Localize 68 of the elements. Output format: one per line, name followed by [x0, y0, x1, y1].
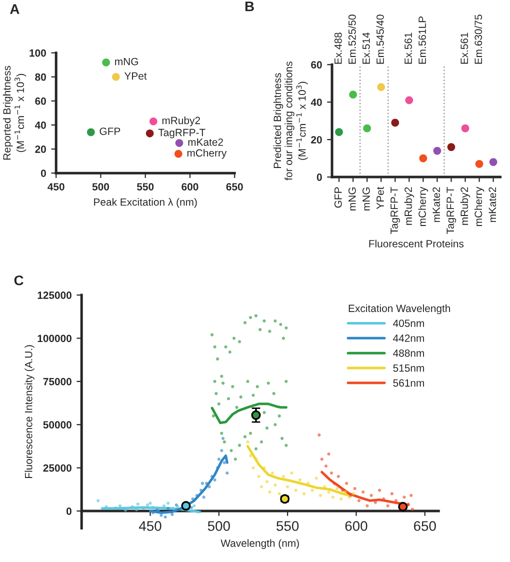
x-tick-label: 600: [182, 183, 198, 190]
legend-label: 561nm: [393, 379, 424, 387]
y-tick-label: 20: [311, 136, 322, 144]
series-label: TagRFP-T: [158, 128, 206, 138]
series-label: GFP: [100, 128, 120, 135]
text: Ex.561: [404, 32, 412, 64]
x-tick-label: 500: [208, 521, 230, 531]
text: Em.545/40: [376, 14, 384, 64]
chart-title: C: [14, 275, 24, 286]
chart-title: B: [245, 2, 254, 12]
chart-title: A: [10, 4, 20, 14]
x-tick-label: mCherry: [474, 186, 484, 226]
y-tick-label: 40: [34, 121, 46, 129]
legend-label: 442nm: [393, 334, 424, 342]
y-tick-label: 80: [35, 73, 46, 81]
x-axis-title: Wavelength (nm): [220, 539, 299, 549]
y-tick-label: 0: [316, 174, 322, 181]
y-tick-label: 0: [40, 170, 46, 177]
series-label: mKate2: [188, 138, 223, 146]
x-tick-label: 450: [48, 183, 64, 190]
y-tick-label: 0: [66, 508, 72, 515]
x-tick-label: GFP: [334, 187, 342, 208]
text: Predicted Brightness for our imaging conditions (M$^{−1}$cm$^{−1}$ x 10$^{3}$): [273, 62, 308, 180]
legend-label: 515nm: [393, 364, 424, 372]
series-label: mNG: [115, 58, 138, 66]
legend-label: 488nm: [393, 349, 424, 357]
y-tick-label: 60: [311, 61, 322, 69]
y-tick-label: 50000: [43, 421, 72, 428]
x-tick-label: mRuby2: [460, 187, 470, 225]
x-tick-label: mKate2: [432, 187, 440, 222]
series-label: YPet: [124, 72, 147, 80]
x-axis-title: Peak Excitation λ (nm): [94, 198, 197, 208]
y-tick-label: 75000: [43, 378, 72, 386]
y-tick-label: 125000: [38, 292, 72, 299]
x-tick-label: 450: [138, 521, 162, 531]
y-tick-label: 40: [310, 98, 322, 106]
text: Em.630/75: [474, 14, 482, 64]
y-tick-label: 100000: [38, 334, 72, 342]
x-axis-title: Fluorescent Proteins: [369, 240, 464, 248]
x-tick-label: mRuby2: [404, 187, 414, 225]
x-tick-label: YPet: [376, 186, 384, 210]
x-tick-label: mNG: [348, 188, 356, 210]
text: Em.561LP: [418, 16, 426, 64]
x-tick-label: 600: [345, 521, 368, 531]
y-axis-title: Reported Brightness (M$^{−1}$cm$^{−1}$ x 10$^{3}$): [2, 66, 26, 160]
y-axis-title: Fluorescence Intensity (A.U.): [24, 345, 34, 478]
x-tick-label: TagRFP-T: [390, 186, 400, 234]
x-tick-label: 550: [136, 183, 154, 190]
y-tick-label: 20: [35, 146, 46, 153]
legend-label: 405nm: [393, 320, 424, 327]
y-tick-label: 100: [30, 49, 46, 57]
x-tick-label: mCherry: [418, 186, 428, 226]
text: Ex.561: [460, 32, 468, 64]
text: Em.525/50: [348, 14, 356, 64]
x-tick-label: 500: [92, 183, 109, 190]
x-tick-label: 550: [276, 521, 299, 531]
x-tick-label: mKate2: [488, 187, 496, 222]
y-tick-label: 60: [35, 97, 46, 105]
legend-title: Excitation Wavelength: [348, 304, 450, 314]
series-label: mCherry: [187, 149, 227, 159]
text: Ex.514: [362, 32, 370, 64]
text: Ex.488: [334, 32, 342, 64]
series-label: mRuby2: [162, 116, 200, 126]
x-tick-label: mNG: [362, 188, 370, 210]
x-tick-label: 650: [414, 521, 436, 531]
y-tick-label: 25000: [43, 464, 72, 472]
x-tick-label: TagRFP-T: [446, 186, 456, 234]
x-tick-label: 650: [226, 183, 243, 190]
